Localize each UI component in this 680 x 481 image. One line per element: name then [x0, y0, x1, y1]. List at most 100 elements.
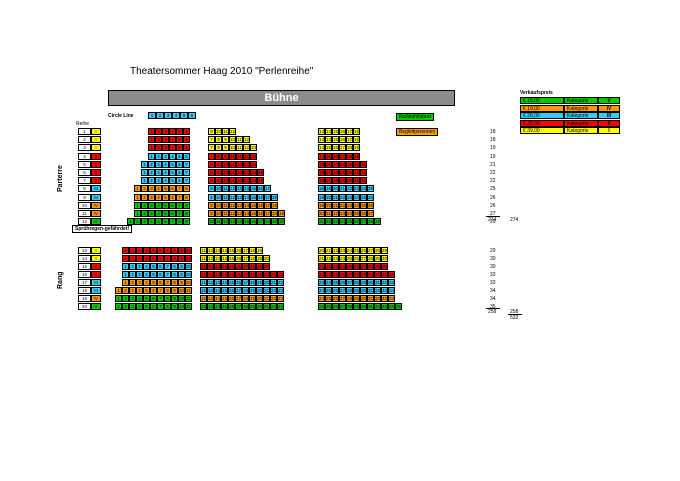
row-number: 18 [78, 287, 91, 294]
grand-total-line [508, 314, 522, 315]
seat: 32 [374, 287, 381, 294]
legend-price: € 28,00 [520, 112, 564, 119]
seat: 24 [353, 193, 360, 201]
seat: 27 [360, 218, 367, 226]
seat: 35 [395, 303, 402, 310]
seat: 9 [208, 128, 215, 135]
seat: 14 [221, 255, 228, 262]
legend-price: € 35,00 [520, 119, 564, 127]
row-category: V [91, 218, 101, 226]
seat: 17 [235, 295, 242, 302]
seat: 25 [332, 271, 339, 278]
seat: 17 [325, 169, 332, 176]
seat: 16 [257, 185, 264, 193]
seat: 9 [222, 152, 229, 160]
seat: 1 [141, 169, 148, 176]
seat: 13 [214, 271, 221, 278]
seat: 14 [243, 193, 250, 201]
seat: 13 [250, 152, 257, 160]
row-total: 29 [490, 248, 496, 254]
seat: 13 [243, 169, 250, 176]
seat: 10 [229, 152, 236, 160]
seat: 1 [141, 177, 148, 185]
seat: 21 [263, 295, 270, 302]
seat: 34 [388, 295, 395, 302]
seat: 15 [325, 144, 332, 152]
seat: 23 [332, 218, 339, 226]
seat: 7 [164, 255, 171, 262]
seat: 4 [169, 144, 176, 152]
seat: 24 [339, 263, 346, 270]
seat: 22 [339, 201, 346, 209]
seat: 23 [318, 279, 325, 286]
seat: 9 [178, 255, 185, 262]
seat: 19 [353, 144, 360, 152]
row-total: 18 [490, 137, 496, 144]
seat: 22 [270, 295, 277, 302]
seat: 9 [178, 247, 185, 254]
seat: 18 [249, 279, 256, 286]
seat: 29 [381, 247, 388, 254]
seat: 21 [339, 185, 346, 193]
seat: 22 [325, 263, 332, 270]
seat: 30 [381, 255, 388, 262]
seat: 19 [339, 177, 346, 185]
seat: 1 [122, 255, 129, 262]
seat: 16 [235, 255, 242, 262]
seat: 29 [360, 279, 367, 286]
row-number: 3 [78, 144, 91, 152]
legend-price: € 39,00 [520, 127, 564, 134]
seat: 4 [143, 263, 150, 270]
row-number: 17 [78, 279, 91, 286]
seat: 17 [242, 279, 249, 286]
seat: 24 [360, 185, 367, 193]
row-category: III [91, 287, 101, 294]
seat: 7 [157, 287, 164, 294]
seat: 15 [257, 169, 264, 176]
seat: 9 [171, 303, 178, 310]
seat: 5 [143, 303, 150, 310]
seat: 8 [171, 271, 178, 278]
seat: 22 [332, 247, 339, 254]
rang-label: Rang [57, 271, 64, 290]
seat: 23 [332, 263, 339, 270]
seat: 8 [164, 303, 171, 310]
seat: 14 [243, 201, 250, 209]
seat: 11 [200, 255, 207, 262]
seat: 12 [229, 201, 236, 209]
seat: 21 [263, 303, 270, 310]
seat: 16 [228, 303, 235, 310]
seat: 10 [185, 271, 192, 278]
seat: 1 [115, 303, 122, 310]
seat: 31 [367, 295, 374, 302]
seat: 16 [228, 287, 235, 294]
parterre-total-line [486, 216, 500, 217]
seat: 17 [242, 271, 249, 278]
seat: 6 [162, 218, 169, 226]
seat: 2 [122, 287, 129, 294]
seat: 6 [176, 169, 183, 176]
circle-line-seat: 2 [156, 112, 164, 119]
seat: 11 [222, 210, 229, 217]
seat: 20 [318, 247, 325, 254]
seat: 4 [155, 210, 162, 217]
row-number: 16 [78, 271, 91, 278]
seat: 7 [169, 218, 176, 226]
seat: 26 [353, 255, 360, 262]
seat: 8 [176, 218, 183, 226]
seat: 8 [164, 287, 171, 294]
seat: 1 [134, 185, 141, 193]
seat: 21 [263, 287, 270, 294]
seat: 25 [325, 287, 332, 294]
legend-price: € 15,00 [520, 97, 564, 104]
seat: 21 [270, 279, 277, 286]
seat: 7 [183, 169, 190, 176]
seat: 1 [148, 136, 155, 144]
seat: 25 [325, 303, 332, 310]
seat: 10 [229, 136, 236, 144]
seat: 2 [129, 255, 136, 262]
row-category: II [91, 177, 101, 185]
row-total: 33 [490, 272, 496, 278]
row-total: 33 [490, 280, 496, 286]
seat: 3 [155, 177, 162, 185]
